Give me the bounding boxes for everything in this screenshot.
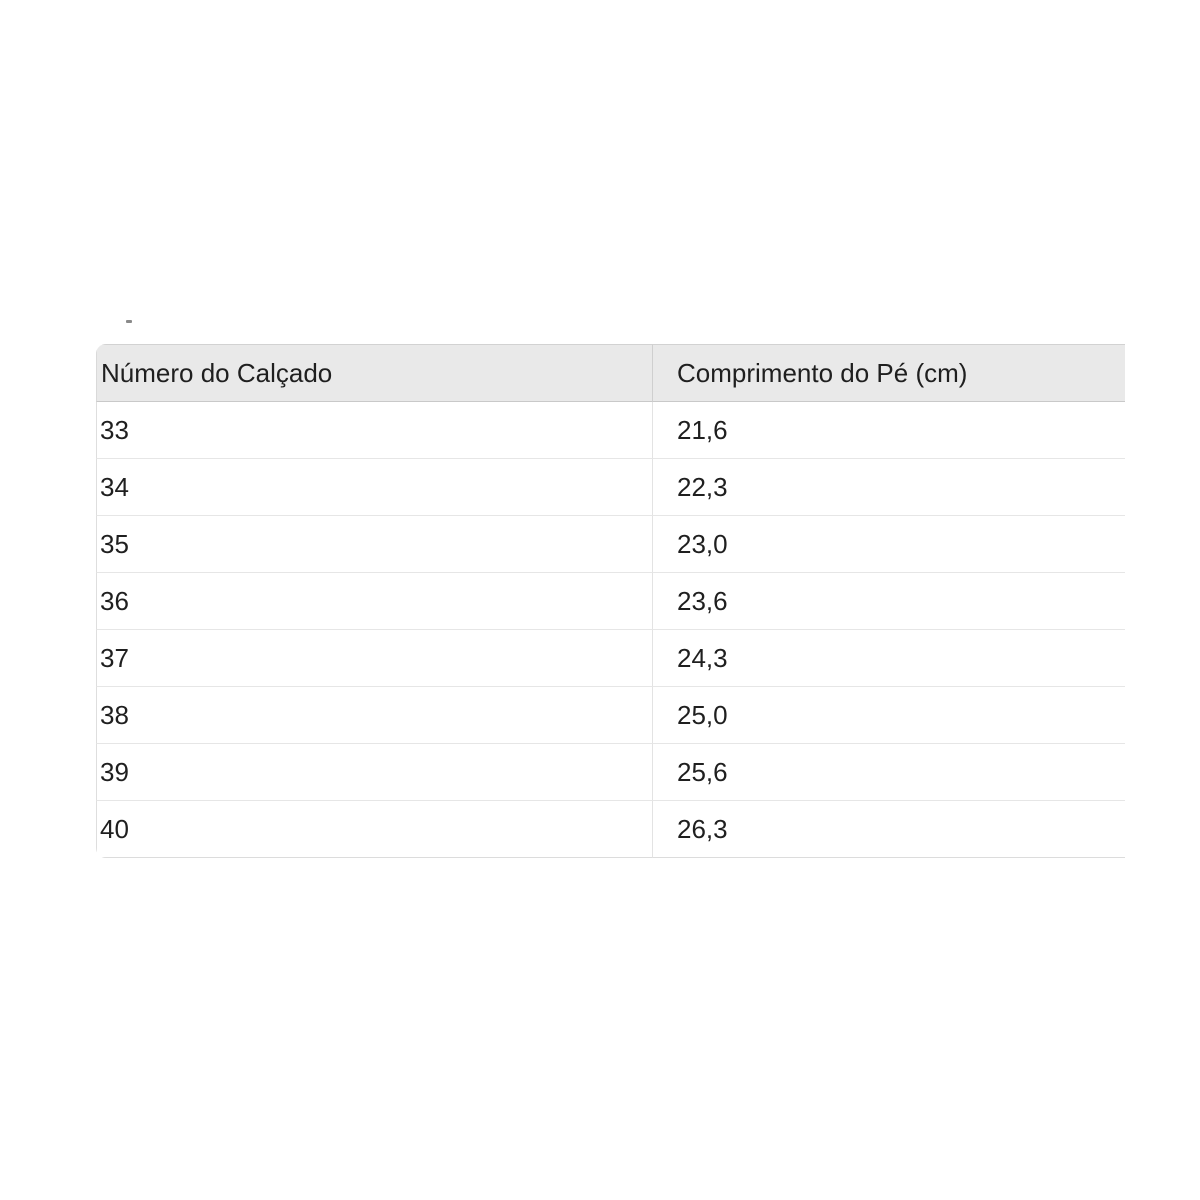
shoe-size-cell: 36: [96, 573, 653, 630]
table-row: 36 23,6: [96, 573, 1125, 630]
column-header-foot-length: Comprimento do Pé (cm): [653, 344, 1125, 402]
column-header-shoe-size: Número do Calçado: [96, 344, 653, 402]
table-row: 33 21,6: [96, 402, 1125, 459]
foot-length-cell: 26,3: [653, 801, 1125, 858]
foot-length-cell: 25,0: [653, 687, 1125, 744]
header-row: Número do Calçado Comprimento do Pé (cm): [96, 344, 1125, 402]
shoe-size-cell: 34: [96, 459, 653, 516]
foot-length-cell: 23,0: [653, 516, 1125, 573]
table-row: 34 22,3: [96, 459, 1125, 516]
size-table-container: Número do Calçado Comprimento do Pé (cm)…: [96, 344, 1125, 858]
stray-dot-artifact: [126, 320, 132, 323]
foot-length-cell: 24,3: [653, 630, 1125, 687]
foot-length-cell: 25,6: [653, 744, 1125, 801]
table-row: 35 23,0: [96, 516, 1125, 573]
shoe-size-table: Número do Calçado Comprimento do Pé (cm)…: [96, 344, 1125, 858]
shoe-size-cell: 33: [96, 402, 653, 459]
table-row: 37 24,3: [96, 630, 1125, 687]
foot-length-cell: 23,6: [653, 573, 1125, 630]
shoe-size-cell: 35: [96, 516, 653, 573]
shoe-size-cell: 37: [96, 630, 653, 687]
foot-length-cell: 21,6: [653, 402, 1125, 459]
shoe-size-cell: 38: [96, 687, 653, 744]
shoe-size-cell: 40: [96, 801, 653, 858]
foot-length-cell: 22,3: [653, 459, 1125, 516]
table-row: 38 25,0: [96, 687, 1125, 744]
table-body: 33 21,6 34 22,3 35 23,0 36 23,6 37 24,3 …: [96, 402, 1125, 858]
shoe-size-cell: 39: [96, 744, 653, 801]
table-row: 40 26,3: [96, 801, 1125, 858]
table-row: 39 25,6: [96, 744, 1125, 801]
table-header: Número do Calçado Comprimento do Pé (cm): [96, 344, 1125, 402]
